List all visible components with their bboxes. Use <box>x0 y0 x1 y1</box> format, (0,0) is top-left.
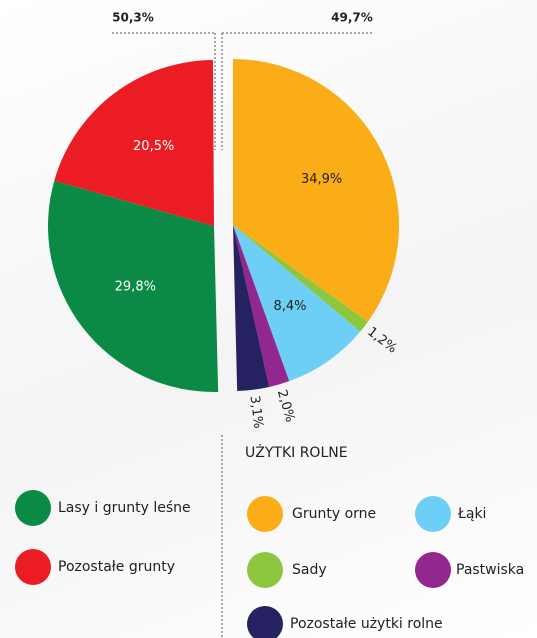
pie-slice <box>233 225 290 388</box>
legend-label: Pozostałe grunty <box>58 559 175 575</box>
pie-slice <box>54 60 214 226</box>
pie-slice <box>233 59 400 322</box>
pie-slice <box>233 225 361 382</box>
pie-slice <box>47 180 219 392</box>
group-total: 50,3% <box>112 11 154 25</box>
legend-label: Lasy i grunty leśne <box>58 500 191 516</box>
legend-swatch <box>415 496 451 532</box>
legend-title: UŻYTKI ROLNE <box>245 443 348 461</box>
legend-swatch <box>415 552 451 588</box>
legend-swatch <box>247 496 283 532</box>
data-label: 20,5% <box>133 139 174 154</box>
group-total: 49,7% <box>331 11 373 25</box>
legend-swatch <box>247 606 283 638</box>
legend-swatch <box>15 549 51 585</box>
data-label: 8,4% <box>273 299 306 314</box>
legend-swatch <box>247 552 283 588</box>
legend-swatch <box>15 490 51 526</box>
legend-label: Pozostałe użytki rolne <box>290 616 443 632</box>
data-label: 3,1% <box>247 395 266 430</box>
data-label: 34,9% <box>301 172 342 187</box>
data-label: 29,8% <box>115 280 156 295</box>
data-label: 1,2% <box>364 324 399 356</box>
pie-slice <box>233 225 368 332</box>
pie-slice <box>233 225 270 391</box>
legend-label: Sady <box>292 562 327 578</box>
legend-label: Łąki <box>457 506 486 522</box>
legend-label: Grunty orne <box>292 506 376 522</box>
legend-label: Pastwiska <box>456 562 524 578</box>
data-label: 2,0% <box>274 388 298 424</box>
